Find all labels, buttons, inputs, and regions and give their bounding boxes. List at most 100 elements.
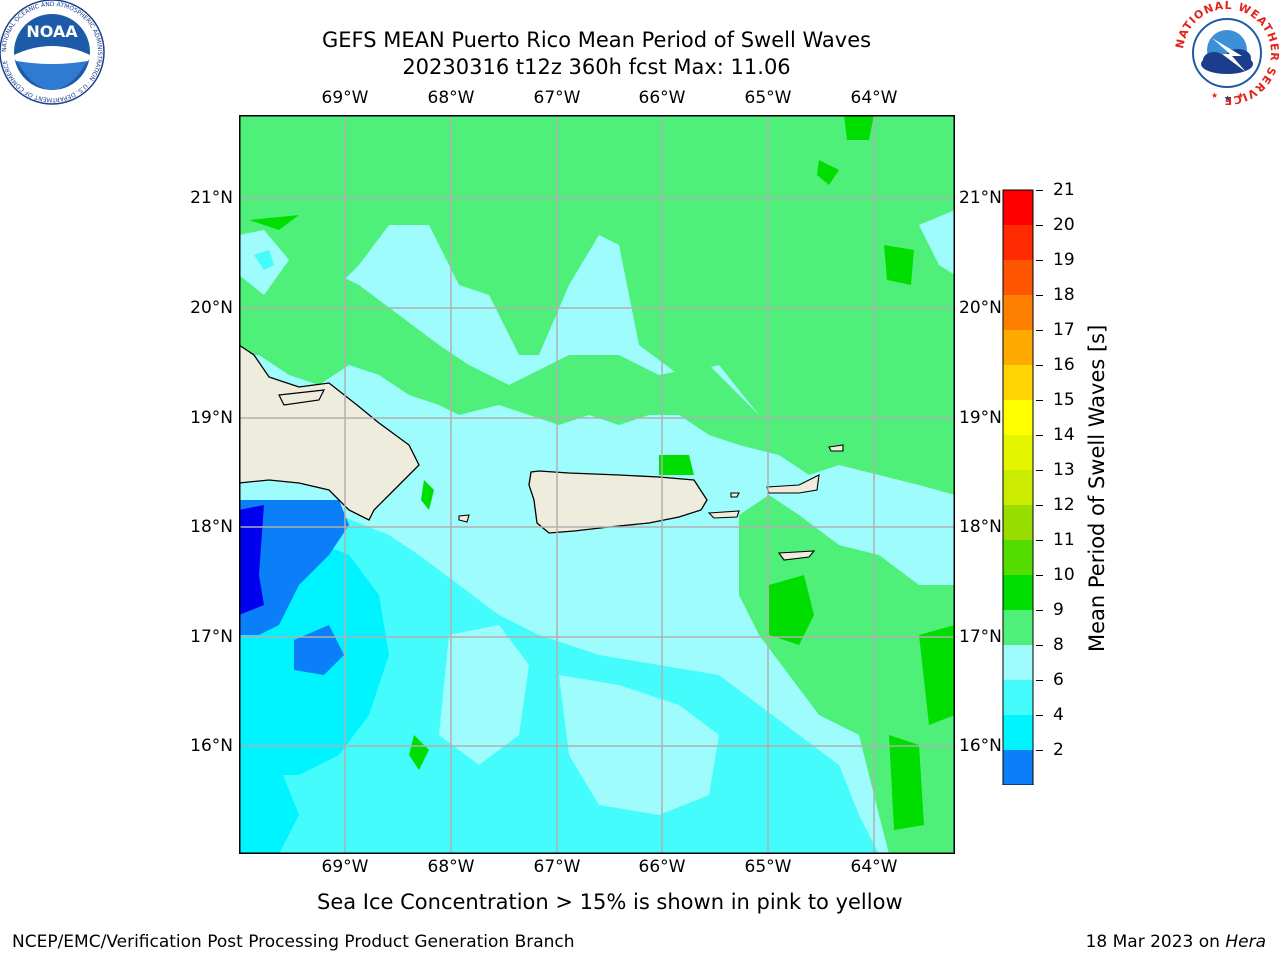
lon-label-bottom: 64°W	[850, 857, 898, 877]
contour-10-11-patch	[409, 735, 429, 770]
contour-2-4	[239, 500, 349, 635]
colorbar-tick-mark	[1036, 365, 1043, 366]
colorbar-tick-mark	[1036, 680, 1043, 681]
colorbar-tick-mark	[1036, 610, 1043, 611]
colorbar-swatch	[1003, 330, 1033, 365]
colorbar-tick-mark	[1036, 225, 1043, 226]
lat-label-left: 19°N	[190, 408, 233, 428]
colorbar-tick-label: 13	[1053, 460, 1075, 480]
land-culebra	[730, 492, 740, 498]
contour-8-9-southcentral	[559, 675, 719, 815]
lon-label-top: 68°W	[427, 88, 475, 108]
contour-10-11-patch	[249, 215, 299, 230]
colorbar-swatch	[1003, 505, 1033, 540]
lat-label-right: 16°N	[959, 736, 1002, 756]
map-panel	[239, 115, 955, 854]
colorbar-tick-mark	[1036, 645, 1043, 646]
colorbar-tick-label: 9	[1053, 600, 1064, 620]
colorbar-tick-mark	[1036, 190, 1043, 191]
noaa-logo: NATIONAL OCEANIC AND ATMOSPHERIC ADMINIS…	[0, 0, 107, 107]
colorbar-tick-label: 17	[1053, 320, 1075, 340]
lon-label-bottom: 68°W	[427, 857, 475, 877]
map-frame	[239, 115, 955, 854]
lon-label-bottom: 67°W	[533, 857, 581, 877]
contour-below-2	[239, 505, 264, 615]
colorbar-tick-label: 14	[1053, 425, 1075, 445]
colorbar-swatch	[1003, 295, 1033, 330]
colorbar-swatch	[1003, 470, 1033, 505]
land-vieques	[707, 510, 740, 519]
lat-label-left: 17°N	[190, 627, 233, 647]
lat-label-left: 18°N	[190, 517, 233, 537]
colorbar-tick-mark	[1036, 435, 1043, 436]
colorbar-tick-label: 8	[1053, 635, 1064, 655]
chart-subtitle: 20230316 t12z 360h fcst Max: 11.06	[402, 55, 791, 79]
sea-ice-caption: Sea Ice Concentration > 15% is shown in …	[317, 890, 903, 914]
colorbar-swatch	[1003, 645, 1033, 680]
contour-10-11-patch	[919, 625, 955, 725]
colorbar-swatches	[1002, 189, 1034, 785]
swell-period-map	[239, 115, 955, 854]
colorbar-swatch	[1003, 225, 1033, 260]
land-virgin-islands	[766, 474, 820, 494]
lon-label-top: 64°W	[850, 88, 898, 108]
contour-6-8-patch	[254, 250, 274, 270]
land-tortuga	[278, 389, 326, 406]
colorbar-swatch	[1003, 715, 1033, 750]
colorbar-tick-label: 2	[1053, 740, 1064, 760]
lon-label-bottom: 69°W	[321, 857, 369, 877]
lat-label-left: 16°N	[190, 736, 233, 756]
colorbar-tick-label: 16	[1053, 355, 1075, 375]
contour-10-11-patch	[769, 575, 814, 645]
colorbar-swatch	[1003, 750, 1033, 785]
colorbar-swatch	[1003, 435, 1033, 470]
colorbar-tick-label: 4	[1053, 705, 1064, 725]
contour-8-9-south	[439, 625, 529, 765]
land-hispaniola	[239, 344, 420, 521]
noaa-logo-text: NOAA	[26, 22, 78, 41]
colorbar-tick-mark	[1036, 400, 1043, 401]
colorbar-label: Mean Period of Swell Waves [s]	[1085, 324, 1109, 652]
colorbar-tick-label: 6	[1053, 670, 1064, 690]
colorbar-tick-label: 19	[1053, 250, 1075, 270]
colorbar-swatch	[1003, 680, 1033, 715]
land-mona	[458, 514, 470, 523]
colorbar-tick-mark	[1036, 260, 1043, 261]
contour-10-11-patch	[884, 245, 914, 285]
colorbar-tick-mark	[1036, 750, 1043, 751]
colorbar-tick-mark	[1036, 295, 1043, 296]
colorbar-tick-label: 21	[1053, 180, 1075, 200]
colorbar-tick-mark	[1036, 330, 1043, 331]
lon-label-top: 65°W	[744, 88, 792, 108]
colorbar-tick-mark	[1036, 715, 1043, 716]
contour-9-10-mid	[239, 225, 955, 495]
lon-label-bottom: 65°W	[744, 857, 792, 877]
contour-10-11-patch	[844, 115, 874, 140]
colorbar-outline	[1002, 189, 1034, 785]
colorbar-swatch	[1003, 365, 1033, 400]
contour-10-11-patch	[659, 455, 694, 475]
contour-6-8	[239, 515, 879, 854]
colorbar-tick-mark	[1036, 575, 1043, 576]
land-st-croix	[777, 550, 816, 561]
colorbar-swatch	[1003, 540, 1033, 575]
svg-text:★: ★	[1211, 91, 1218, 100]
colorbar-tick-label: 20	[1053, 215, 1075, 235]
lat-label-left: 21°N	[190, 188, 233, 208]
colorbar	[1000, 185, 1040, 785]
colorbar-tick-label: 15	[1053, 390, 1075, 410]
colorbar-swatch	[1003, 575, 1033, 610]
svg-text:★: ★	[1237, 91, 1244, 100]
lat-label-right: 17°N	[959, 627, 1002, 647]
colorbar-tick-mark	[1036, 470, 1043, 471]
lon-label-bottom: 66°W	[638, 857, 686, 877]
colorbar-tick-mark	[1036, 505, 1043, 506]
colorbar-tick-mark	[1036, 540, 1043, 541]
colorbar-swatch	[1003, 260, 1033, 295]
colorbar-tick-label: 12	[1053, 495, 1075, 515]
nws-logo: NATIONAL WEATHER SERVICE ★ ★ ★	[1172, 0, 1280, 108]
colorbar-tick-label: 10	[1053, 565, 1075, 585]
lat-label-right: 21°N	[959, 188, 1002, 208]
contour-4-6-sw	[239, 765, 299, 854]
colorbar-tick-label: 11	[1053, 530, 1075, 550]
